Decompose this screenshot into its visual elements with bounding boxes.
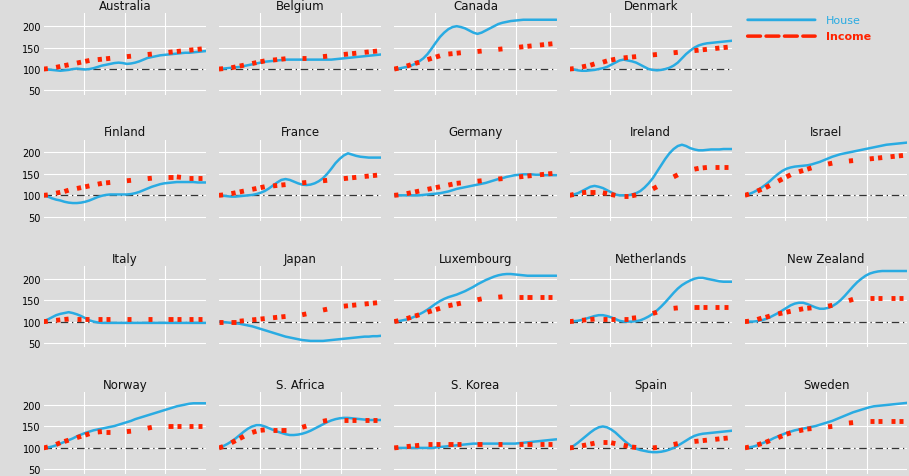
Title: Belgium: Belgium	[275, 0, 325, 13]
Title: Denmark: Denmark	[624, 0, 678, 13]
Title: Germany: Germany	[448, 126, 503, 139]
Title: S. Africa: S. Africa	[275, 378, 325, 391]
Title: Japan: Japan	[284, 252, 316, 265]
Title: S. Korea: S. Korea	[451, 378, 500, 391]
Title: Netherlands: Netherlands	[614, 252, 687, 265]
Text: Income: Income	[826, 32, 871, 42]
Title: Australia: Australia	[98, 0, 151, 13]
Title: France: France	[281, 126, 320, 139]
Title: Finland: Finland	[104, 126, 146, 139]
Title: Norway: Norway	[103, 378, 147, 391]
Title: Canada: Canada	[453, 0, 498, 13]
Text: House: House	[826, 16, 861, 26]
Title: New Zealand: New Zealand	[787, 252, 864, 265]
Title: Ireland: Ireland	[630, 126, 671, 139]
Title: Luxembourg: Luxembourg	[439, 252, 512, 265]
Title: Israel: Israel	[810, 126, 843, 139]
Title: Sweden: Sweden	[803, 378, 849, 391]
Title: Spain: Spain	[634, 378, 667, 391]
Title: Italy: Italy	[112, 252, 137, 265]
